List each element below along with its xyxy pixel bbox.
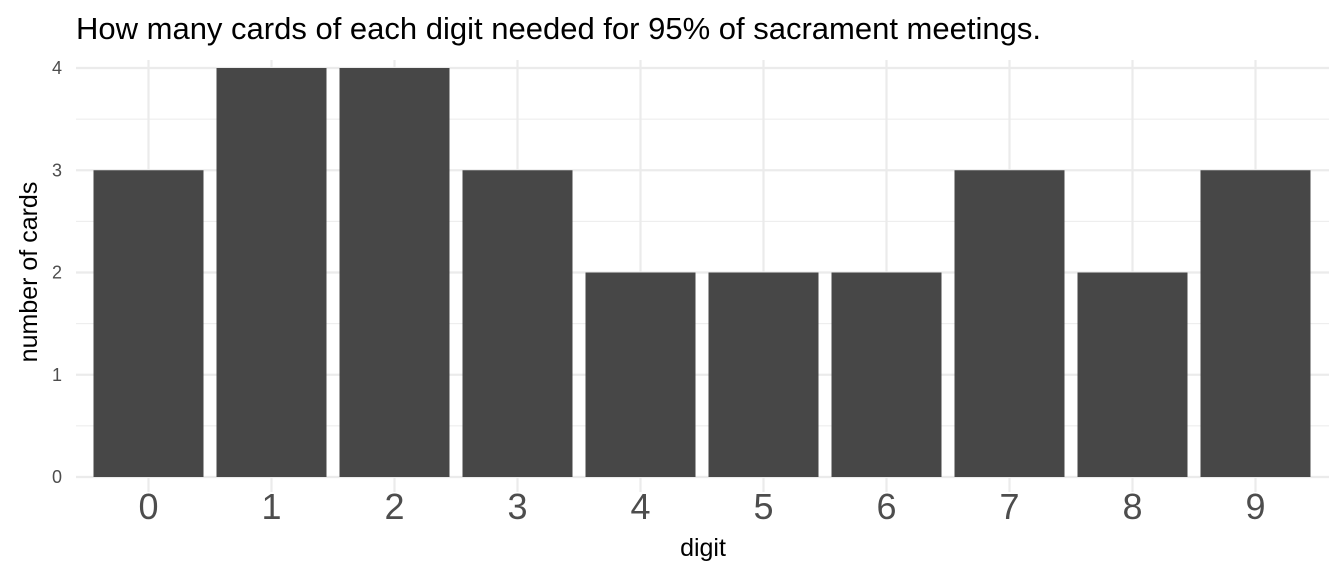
x-tick-label: 8 [1122, 486, 1142, 527]
x-tick-label: 6 [876, 486, 896, 527]
x-axis-ticks: 0 1 2 3 4 5 6 7 8 9 [138, 486, 1265, 527]
x-tick-label: 1 [261, 486, 281, 527]
x-tick-label: 0 [138, 486, 158, 527]
y-tick-label: 3 [52, 160, 62, 180]
bar-digit-9 [1200, 170, 1311, 477]
x-tick-label: 3 [507, 486, 527, 527]
chart-title: How many cards of each digit needed for … [76, 11, 1041, 46]
bar-digit-8 [1077, 272, 1188, 477]
bar-digit-5 [708, 272, 819, 477]
bar-digit-7 [954, 170, 1065, 477]
bar-digit-6 [831, 272, 942, 477]
y-tick-label: 4 [52, 58, 62, 78]
y-tick-label: 2 [52, 263, 62, 283]
bar-digit-1 [216, 68, 327, 477]
x-tick-label: 2 [384, 486, 404, 527]
y-axis-title: number of cards [15, 182, 43, 363]
x-tick-label: 4 [630, 486, 650, 527]
bar-digit-0 [93, 170, 204, 477]
bar-digit-4 [585, 272, 696, 477]
x-axis-title: digit [680, 534, 726, 562]
x-tick-label: 9 [1245, 486, 1265, 527]
bar-digit-2 [339, 68, 450, 477]
y-tick-label: 1 [52, 365, 62, 385]
bars [93, 68, 1311, 477]
bar-digit-3 [462, 170, 573, 477]
y-tick-label: 0 [52, 467, 62, 487]
y-axis-ticks: 0 1 2 3 4 [52, 58, 62, 487]
x-tick-label: 5 [753, 486, 773, 527]
x-tick-label: 7 [999, 486, 1019, 527]
